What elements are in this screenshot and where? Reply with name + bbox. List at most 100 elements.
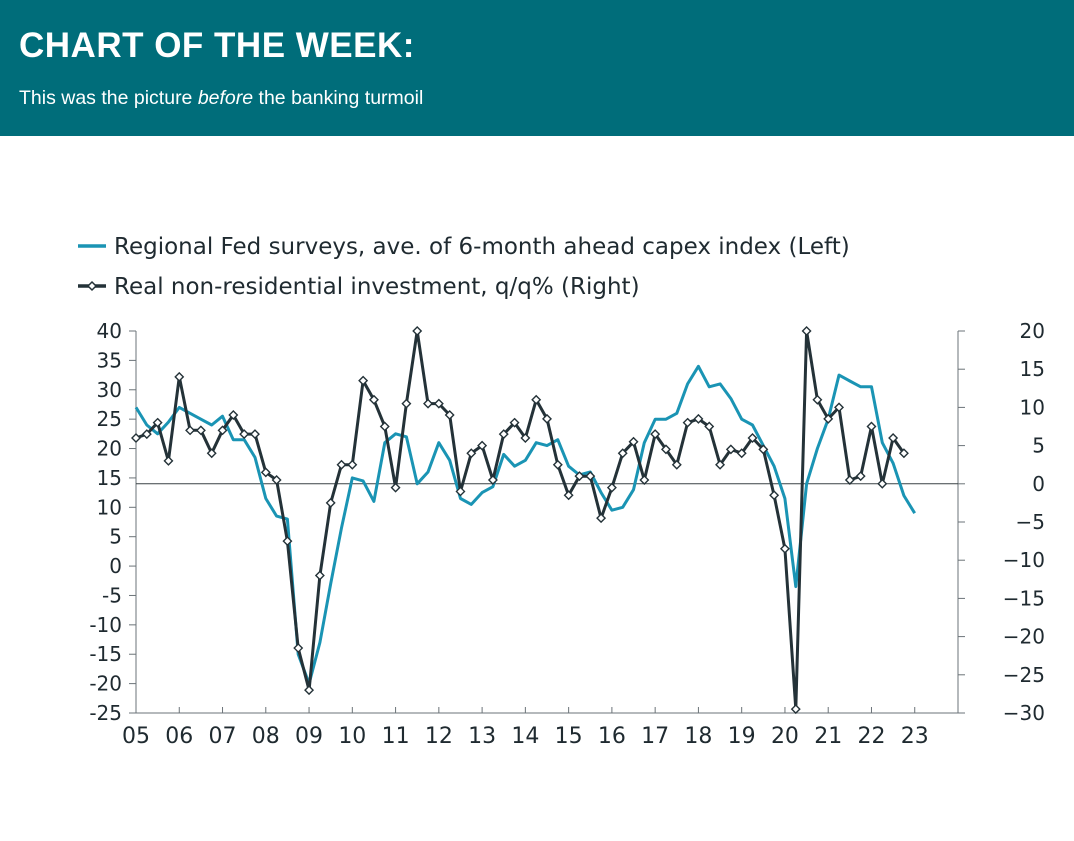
series-point-investment	[423, 398, 434, 409]
series-point-investment	[379, 421, 390, 432]
left-axis-tick-label: -5	[102, 583, 122, 607]
plot-area	[131, 326, 916, 715]
series-point-investment	[412, 326, 423, 336]
x-axis-tick-label: 09	[295, 724, 323, 749]
right-axis-tick-label: 10	[1020, 395, 1045, 419]
series-point-investment	[769, 490, 780, 501]
x-axis-tick-label: 14	[511, 724, 539, 749]
series-point-investment	[433, 398, 444, 409]
series-point-investment	[336, 459, 347, 470]
series-point-investment	[163, 455, 174, 466]
series-point-investment	[401, 398, 412, 409]
series-point-investment	[347, 459, 358, 470]
series-point-investment	[509, 417, 520, 428]
series-point-investment	[206, 448, 217, 459]
series-point-investment	[844, 474, 855, 485]
series-point-investment	[628, 436, 639, 447]
x-axis-tick-label: 17	[641, 724, 669, 749]
series-point-investment	[542, 413, 552, 424]
series-point-investment	[606, 482, 617, 493]
legend-marker-investment	[86, 280, 98, 292]
right-axis-tick-label: −25	[1003, 663, 1045, 687]
right-axis-tick-label: 15	[1020, 357, 1045, 381]
x-axis-tick-label: 22	[857, 724, 885, 749]
right-axis-tick-label: −15	[1003, 586, 1045, 610]
page-subtitle: This was the picture before the banking …	[19, 87, 423, 110]
series-point-investment	[228, 410, 239, 421]
series-point-investment	[725, 444, 736, 455]
series-point-investment	[585, 471, 596, 482]
x-axis-tick-label: 07	[209, 724, 237, 749]
x-axis-tick-label: 06	[165, 724, 193, 749]
series-line-investment	[135, 329, 906, 711]
x-axis-tick-label: 10	[338, 724, 366, 749]
series-point-investment	[693, 413, 704, 424]
subtitle-emphasis: before	[197, 87, 254, 109]
left-axis-tick-label: -10	[89, 613, 122, 637]
x-axis-tick-label: 12	[425, 724, 453, 749]
series-point-investment	[563, 490, 574, 501]
left-axis-tick-label: 25	[97, 407, 122, 431]
subtitle-part-2: the banking turmoil	[253, 87, 424, 109]
series-point-investment	[293, 643, 304, 654]
left-axis-tick-label: 10	[97, 495, 122, 519]
series-point-investment	[790, 704, 801, 715]
series-point-investment	[477, 440, 488, 451]
x-axis-tick-label: 05	[122, 724, 150, 749]
series-point-investment	[660, 444, 671, 455]
x-axis-tick-label: 18	[684, 724, 712, 749]
right-axis-tick-label: −20	[1003, 625, 1045, 649]
series-point-investment	[650, 429, 661, 440]
x-axis-tick-label: 11	[382, 724, 410, 749]
series-point-investment	[617, 448, 628, 459]
line-chart: Regional Fed surveys, ave. of 6-month ah…	[78, 234, 1045, 749]
x-axis-tick-label: 21	[814, 724, 842, 749]
series-point-investment	[552, 459, 563, 470]
x-axis-tick-label: 15	[555, 724, 583, 749]
series-point-investment	[639, 474, 650, 485]
left-axis-tick-label: -25	[89, 701, 122, 725]
series-point-investment	[574, 471, 585, 482]
left-axis-tick-label: 30	[97, 378, 122, 402]
right-axis-tick-label: −5	[1016, 510, 1045, 534]
series-point-investment	[855, 471, 866, 482]
left-axis-tick-label: -15	[89, 642, 122, 666]
legend-label-capex: Regional Fed surveys, ave. of 6-month ah…	[114, 234, 850, 260]
series-point-investment	[325, 497, 336, 508]
series-point-investment	[358, 375, 369, 386]
series-point-investment	[487, 474, 498, 485]
left-axis-tick-label: 35	[97, 348, 122, 372]
series-point-investment	[747, 432, 758, 443]
series-point-investment	[174, 371, 185, 382]
series-point-investment	[682, 417, 693, 428]
series-point-investment	[314, 570, 325, 581]
series-point-investment	[239, 429, 250, 440]
series-point-investment	[455, 486, 466, 497]
series-point-investment	[368, 394, 379, 405]
series-point-investment	[736, 448, 747, 459]
series-point-investment	[304, 685, 315, 696]
legend-label-investment: Real non-residential investment, q/q% (R…	[114, 274, 640, 300]
series-point-investment	[801, 326, 812, 336]
right-axis-tick-label: 0	[1032, 472, 1045, 496]
x-axis-tick-label: 20	[771, 724, 799, 749]
series-point-investment	[758, 444, 769, 455]
series-point-investment	[271, 474, 282, 485]
series-point-investment	[152, 417, 163, 428]
page-title: CHART OF THE WEEK:	[19, 26, 415, 65]
left-axis-tick-label: 15	[97, 466, 122, 490]
series-point-investment	[877, 478, 888, 489]
right-axis-tick-label: 5	[1032, 434, 1045, 458]
series-point-investment	[520, 432, 531, 443]
right-axis-tick-label: 20	[1020, 319, 1045, 343]
x-axis-tick-label: 16	[598, 724, 626, 749]
series-point-investment	[888, 432, 899, 443]
series-point-investment	[596, 513, 607, 524]
subtitle-part-1: This was the picture	[19, 87, 198, 109]
series-point-investment	[671, 459, 682, 470]
series-point-investment	[704, 421, 715, 432]
series-point-investment	[217, 425, 228, 436]
left-axis-tick-label: 40	[97, 319, 122, 343]
series-point-investment	[185, 425, 196, 436]
left-axis-tick-label: 0	[109, 554, 122, 578]
